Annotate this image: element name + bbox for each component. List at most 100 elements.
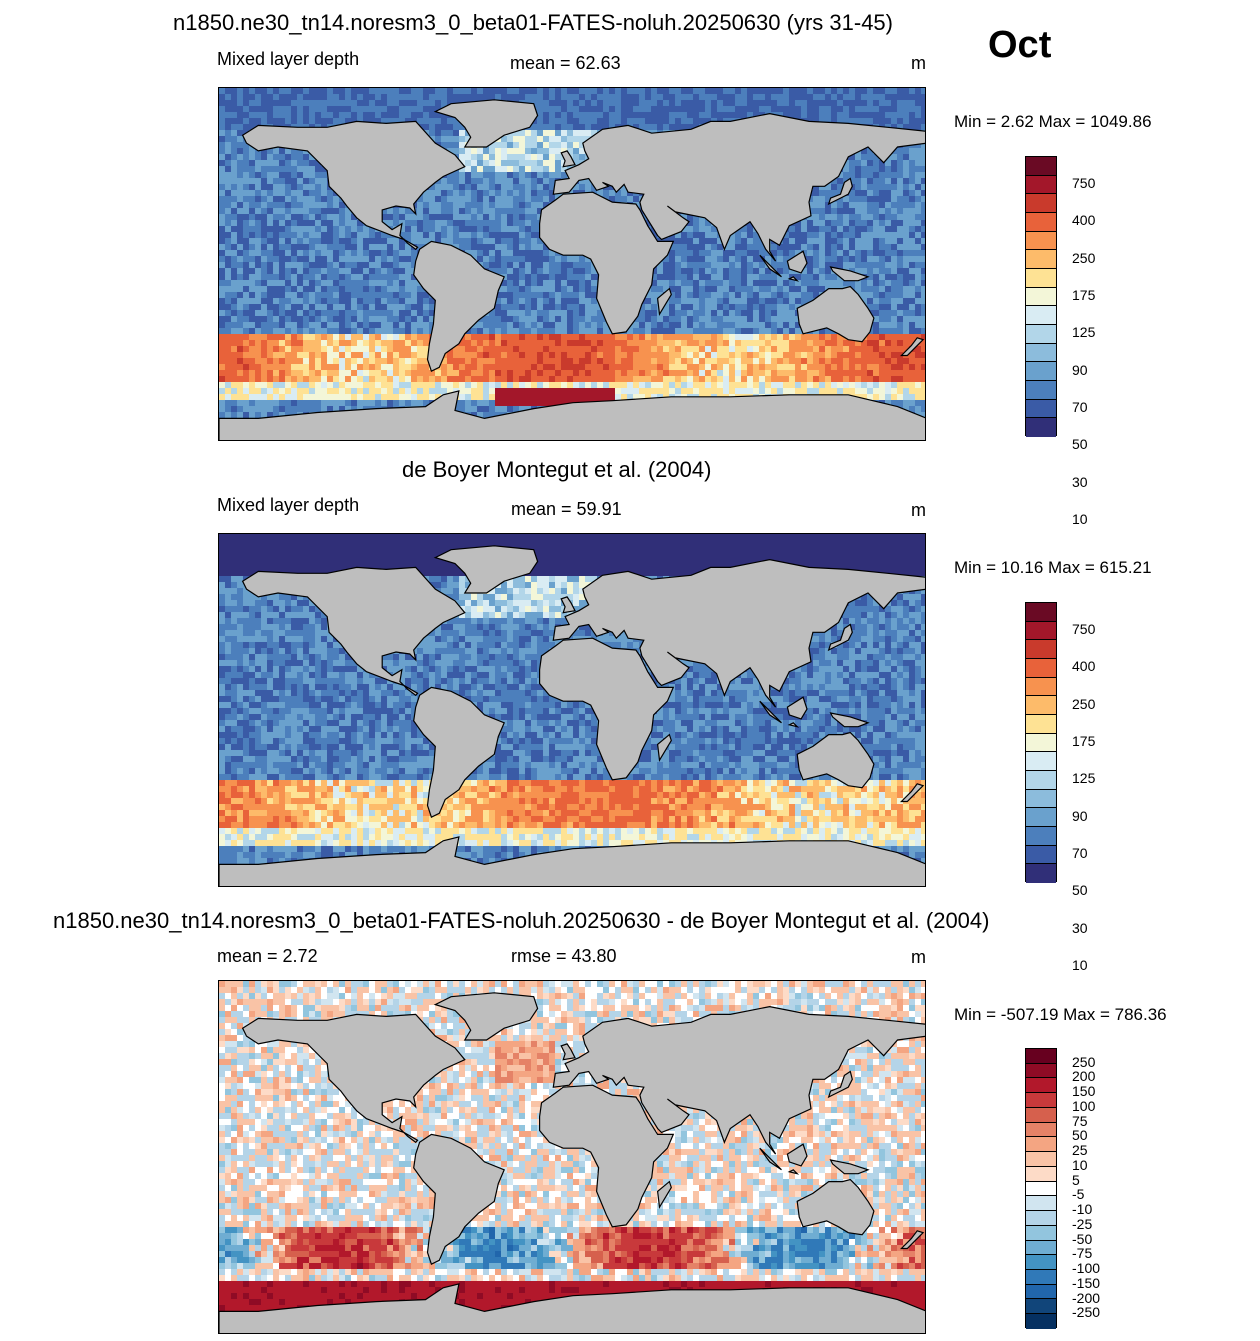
colorbar-swatch [1026, 324, 1056, 344]
colorbar-swatch [1026, 696, 1056, 715]
colorbar-swatch [1026, 380, 1056, 400]
colorbar-swatch [1026, 1078, 1056, 1094]
colorbar-swatch [1026, 1240, 1056, 1256]
colorbar-swatch [1026, 677, 1056, 697]
colorbar-swatch [1026, 640, 1056, 659]
land-polygon [241, 1013, 466, 1144]
colorbar-tick-label: 400 [1072, 658, 1095, 674]
map-svg [219, 981, 925, 1333]
colorbar-swatch [1026, 1211, 1056, 1226]
land-polygon [539, 191, 675, 335]
land-polygon [829, 266, 870, 282]
panel2-mean: mean = 59.91 [511, 499, 622, 520]
land-polygon [656, 1180, 672, 1210]
land-polygon [433, 992, 539, 1041]
land-polygon [829, 1159, 870, 1175]
land-polygon [787, 722, 800, 728]
colorbar-swatch [1026, 752, 1056, 771]
land-polygon [786, 250, 808, 274]
colorbar-swatch [1026, 231, 1056, 251]
land-polygon [413, 1133, 505, 1266]
land-polygon [433, 99, 539, 148]
map-svg [219, 534, 925, 886]
land-polygon [787, 1169, 800, 1175]
colorbar-swatch [1026, 250, 1056, 269]
colorbar-tick-label: 250 [1072, 696, 1095, 712]
colorbar-tick-label: 50 [1072, 436, 1088, 452]
colorbar-swatch [1026, 1063, 1056, 1079]
colorbar-swatch [1026, 864, 1056, 883]
panel2-minmax: Min = 10.16 Max = 615.21 [954, 558, 1152, 578]
panel1-mean: mean = 62.63 [510, 53, 621, 74]
panel1-colorbar [1025, 156, 1057, 437]
colorbar-tick-label: -75 [1072, 1245, 1092, 1261]
land-polygon [241, 120, 466, 251]
panel2-title: de Boyer Montegut et al. (2004) [402, 457, 711, 483]
land-polygon [539, 637, 675, 781]
land-polygon [796, 1178, 875, 1236]
colorbar-tick-label: 400 [1072, 212, 1095, 228]
land-polygon [786, 696, 808, 720]
colorbar-tick-label: 30 [1072, 920, 1088, 936]
colorbar-tick-label: 50 [1072, 1127, 1088, 1143]
land-polygon [413, 686, 505, 819]
panel3-rmse: rmse = 43.80 [511, 946, 617, 967]
panel2-variable: Mixed layer depth [217, 495, 359, 516]
panel3-units: m [911, 947, 926, 968]
colorbar-tick-label: -150 [1072, 1275, 1100, 1291]
colorbar-tick-label: 75 [1072, 1113, 1088, 1129]
colorbar-swatch [1026, 362, 1056, 381]
colorbar-swatch [1026, 658, 1056, 678]
colorbar-tick-label: 750 [1072, 621, 1095, 637]
colorbar-tick-label: 200 [1072, 1068, 1095, 1084]
colorbar-swatch [1026, 603, 1056, 622]
colorbar-tick-label: 10 [1072, 957, 1088, 973]
colorbar-swatch [1026, 808, 1056, 827]
panel2-colorbar [1025, 602, 1057, 883]
colorbar-tick-label: 150 [1072, 1083, 1095, 1099]
colorbar-tick-label: -10 [1072, 1201, 1092, 1217]
colorbar-swatch [1026, 1270, 1056, 1285]
panel1-units: m [911, 53, 926, 74]
panel2-units: m [911, 500, 926, 521]
panel3-title: n1850.ne30_tn14.noresm3_0_beta01-FATES-n… [53, 908, 989, 934]
colorbar-swatch [1026, 770, 1056, 790]
land-polygon [786, 1143, 808, 1167]
land-polygon [219, 836, 925, 886]
land-polygon [433, 545, 539, 594]
colorbar-swatch [1026, 1049, 1056, 1064]
panel3-colorbar [1025, 1048, 1057, 1329]
land-polygon [560, 1043, 576, 1061]
land-polygon [759, 254, 782, 278]
colorbar-tick-label: 90 [1072, 808, 1088, 824]
colorbar-swatch [1026, 1196, 1056, 1212]
land-polygon [560, 150, 576, 168]
land-polygon [796, 285, 875, 343]
colorbar-swatch [1026, 1166, 1056, 1182]
colorbar-tick-label: 10 [1072, 1157, 1088, 1173]
month-label: Oct [988, 24, 1051, 67]
land-polygon [413, 240, 505, 373]
colorbar-swatch [1026, 789, 1056, 809]
colorbar-tick-label: 125 [1072, 770, 1095, 786]
colorbar-swatch [1026, 399, 1056, 419]
colorbar-tick-label: -5 [1072, 1186, 1084, 1202]
panel3-mean: mean = 2.72 [217, 946, 318, 967]
colorbar-swatch [1026, 1093, 1056, 1108]
colorbar-tick-label: 5 [1072, 1172, 1080, 1188]
land-polygon [552, 1005, 925, 1155]
map-svg [219, 88, 925, 440]
land-polygon [656, 733, 672, 763]
colorbar-tick-label: 70 [1072, 399, 1088, 415]
land-polygon [759, 1147, 782, 1171]
panel1-map [218, 87, 926, 441]
land-polygon [552, 112, 925, 262]
colorbar-swatch [1026, 1137, 1056, 1153]
colorbar-swatch [1026, 1225, 1056, 1241]
colorbar-tick-label: -25 [1072, 1216, 1092, 1232]
colorbar-swatch [1026, 1181, 1056, 1197]
colorbar-swatch [1026, 826, 1056, 846]
colorbar-swatch [1026, 268, 1056, 288]
land-polygon [656, 287, 672, 317]
land-polygon [787, 276, 800, 282]
